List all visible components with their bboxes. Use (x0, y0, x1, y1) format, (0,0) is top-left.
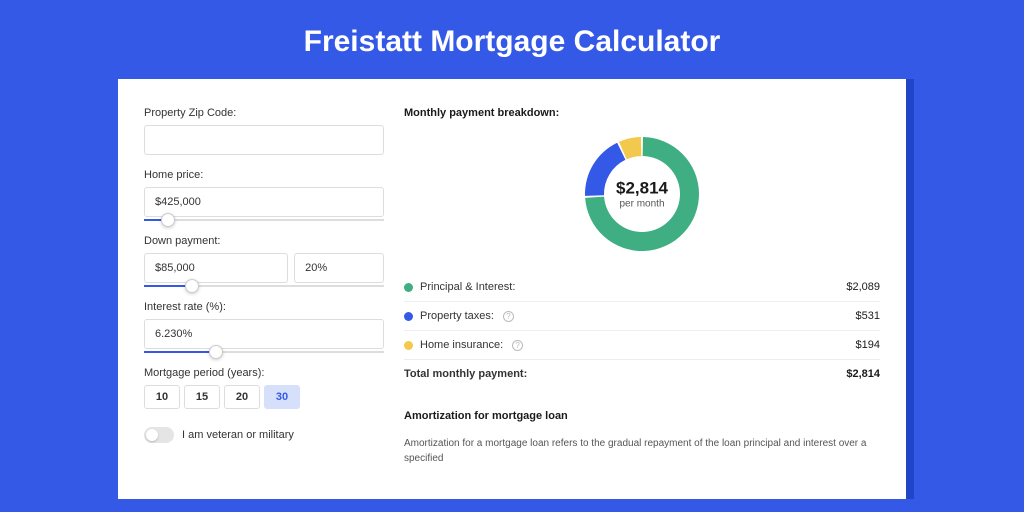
legend-dot (404, 283, 413, 292)
mortgage-period-options: 10152030 (144, 385, 384, 409)
veteran-toggle-label: I am veteran or military (182, 429, 294, 441)
mortgage-period-option-30[interactable]: 30 (264, 385, 300, 409)
down-payment-input[interactable] (144, 253, 288, 283)
total-label: Total monthly payment: (404, 368, 527, 380)
legend-value: $194 (856, 339, 880, 351)
legend-label: Home insurance: (420, 339, 503, 351)
veteran-toggle-knob (146, 429, 158, 441)
breakdown-column: Monthly payment breakdown: $2,814 per mo… (404, 107, 880, 471)
legend-dot (404, 341, 413, 350)
legend-label: Principal & Interest: (420, 281, 515, 293)
total-value: $2,814 (846, 368, 880, 380)
down-payment-percent-input[interactable] (294, 253, 384, 283)
down-payment-label: Down payment: (144, 235, 384, 247)
veteran-toggle[interactable] (144, 427, 174, 443)
home-price-label: Home price: (144, 169, 384, 181)
interest-rate-slider-thumb[interactable] (209, 345, 223, 359)
page-title: Freistatt Mortgage Calculator (0, 0, 1024, 79)
interest-rate-input[interactable] (144, 319, 384, 349)
home-price-input[interactable] (144, 187, 384, 217)
interest-rate-label: Interest rate (%): (144, 301, 384, 313)
donut-sub: per month (616, 199, 668, 210)
zip-label: Property Zip Code: (144, 107, 384, 119)
veteran-toggle-row: I am veteran or military (144, 427, 384, 443)
interest-rate-field-group: Interest rate (%): (144, 301, 384, 353)
form-column: Property Zip Code: Home price: Down paym… (144, 107, 384, 471)
home-price-field-group: Home price: (144, 169, 384, 221)
down-payment-slider-thumb[interactable] (185, 279, 199, 293)
amortization-text: Amortization for a mortgage loan refers … (404, 436, 880, 466)
legend-value: $2,089 (846, 281, 880, 293)
donut-amount: $2,814 (616, 179, 668, 199)
donut-chart: $2,814 per month (404, 133, 880, 255)
interest-rate-slider[interactable] (144, 351, 384, 353)
donut-center: $2,814 per month (616, 179, 668, 210)
total-row: Total monthly payment: $2,814 (404, 360, 880, 388)
amortization-block: Amortization for mortgage loan Amortizat… (404, 410, 880, 466)
mortgage-period-field-group: Mortgage period (years): 10152030 (144, 367, 384, 409)
zip-input[interactable] (144, 125, 384, 155)
mortgage-period-label: Mortgage period (years): (144, 367, 384, 379)
home-price-slider-thumb[interactable] (161, 213, 175, 227)
down-payment-slider[interactable] (144, 285, 384, 287)
info-icon[interactable]: ? (512, 340, 523, 351)
legend-row: Principal & Interest: $2,089 (404, 273, 880, 302)
legend-value: $531 (856, 310, 880, 322)
home-price-slider[interactable] (144, 219, 384, 221)
calculator-card: Property Zip Code: Home price: Down paym… (118, 79, 906, 499)
legend-list: Principal & Interest: $2,089 Property taxe… (404, 273, 880, 360)
down-payment-field-group: Down payment: (144, 235, 384, 287)
zip-field-group: Property Zip Code: (144, 107, 384, 155)
mortgage-period-option-20[interactable]: 20 (224, 385, 260, 409)
info-icon[interactable]: ? (503, 311, 514, 322)
amortization-heading: Amortization for mortgage loan (404, 410, 880, 422)
mortgage-period-option-10[interactable]: 10 (144, 385, 180, 409)
legend-row: Property taxes:? $531 (404, 302, 880, 331)
legend-row: Home insurance:? $194 (404, 331, 880, 360)
legend-label: Property taxes: (420, 310, 494, 322)
breakdown-heading: Monthly payment breakdown: (404, 107, 880, 119)
mortgage-period-option-15[interactable]: 15 (184, 385, 220, 409)
legend-dot (404, 312, 413, 321)
